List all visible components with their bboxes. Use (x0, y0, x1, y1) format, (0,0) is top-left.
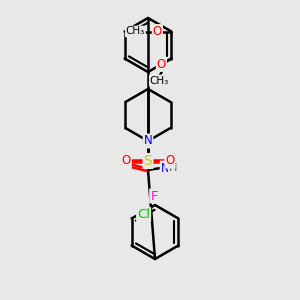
Text: O: O (122, 158, 130, 172)
Text: O: O (157, 58, 166, 71)
Text: Cl: Cl (137, 208, 150, 221)
Text: O: O (122, 154, 130, 167)
Text: H: H (169, 163, 177, 173)
Text: S: S (144, 154, 152, 168)
Text: CH₃: CH₃ (150, 76, 169, 85)
Text: N: N (160, 161, 169, 175)
Text: F: F (150, 190, 158, 202)
Text: N: N (144, 134, 152, 148)
Text: O: O (153, 25, 162, 38)
Text: O: O (165, 154, 175, 167)
Text: CH₃: CH₃ (126, 26, 145, 37)
